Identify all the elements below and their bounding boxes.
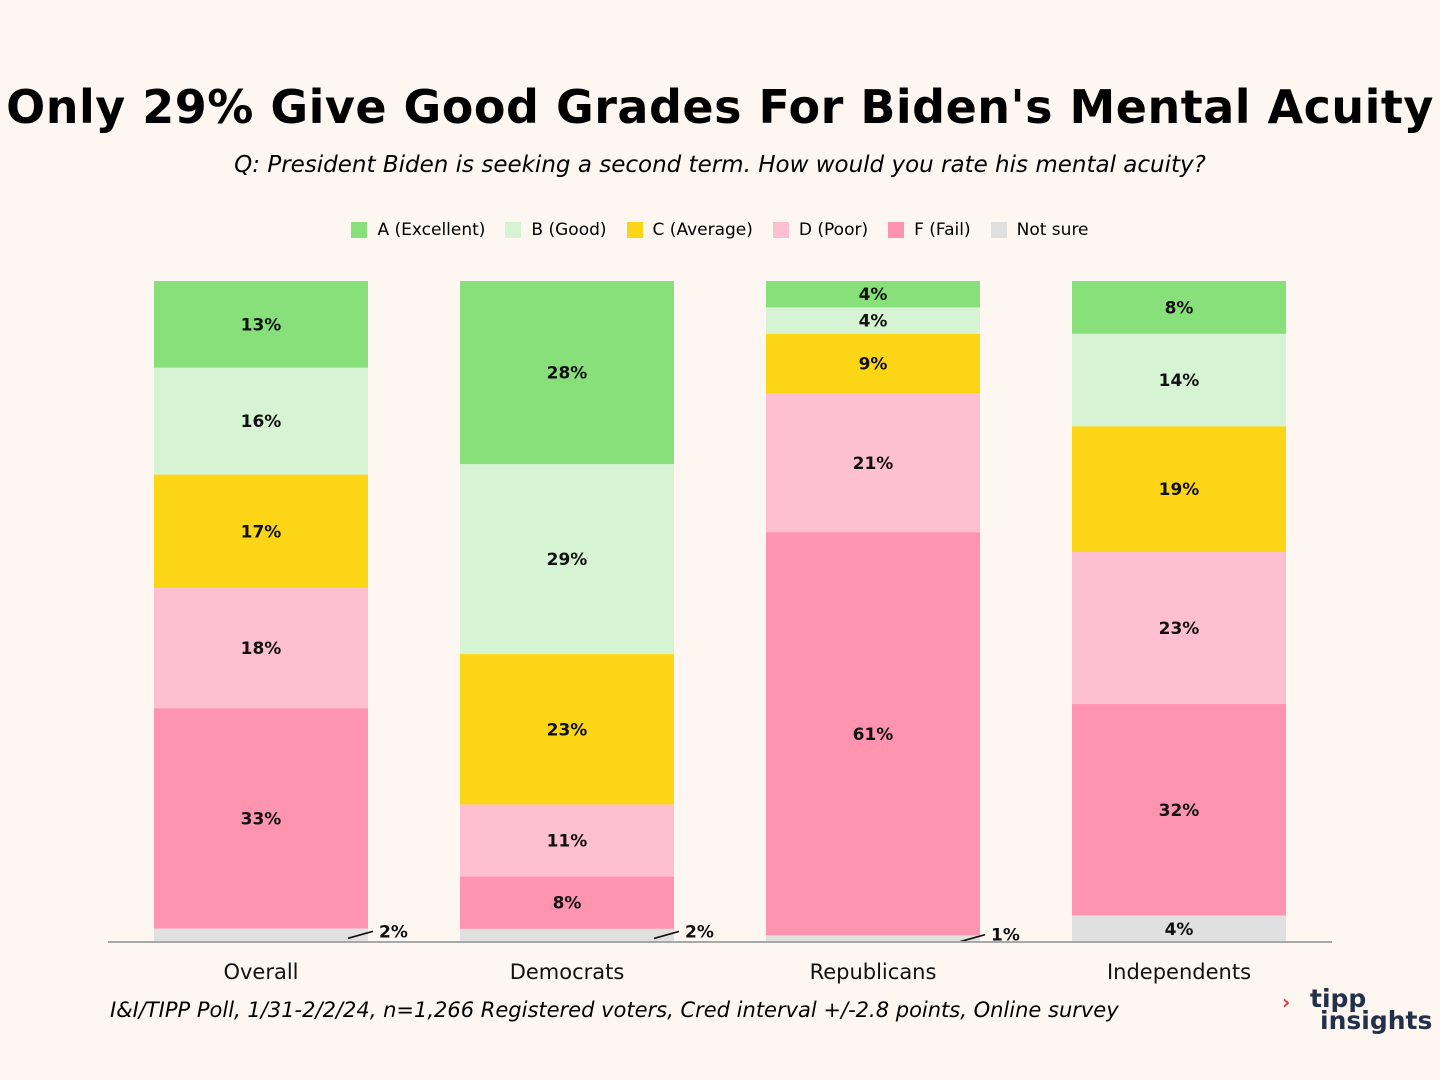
bar-overall-c-average [154, 474, 368, 589]
bar-overall-b-good [154, 367, 368, 475]
legend-swatch [351, 222, 368, 238]
bar-democrats-d-poor [460, 804, 674, 877]
data-label-overall-f-fail: 33% [241, 809, 282, 829]
legend-item-b-good: B (Good) [505, 220, 607, 240]
bar-republicans-not-sure [766, 935, 980, 942]
data-label-overall-a-excellent: 13% [241, 315, 282, 335]
data-label-overall-c-average: 17% [241, 522, 282, 542]
legend-swatch [772, 222, 789, 238]
bar-overall-f-fail [154, 708, 368, 929]
stacked-bar-chart: 13% 16% 17% 18% 33% 2% Overall 28% 29% 23% 11% 8% 2%… [108, 281, 1332, 984]
bar-republicans-f-fail [766, 532, 980, 936]
legend-item-not-sure: Not sure [990, 220, 1089, 240]
legend-swatch [990, 222, 1007, 238]
bar-overall-not-sure [154, 928, 368, 942]
bar-democrats-f-fail [460, 876, 674, 929]
data-label-overall-d-poor: 18% [241, 639, 282, 659]
bar-republicans-b-good [766, 307, 980, 334]
chart-title: Only 29% Give Good Grades For Biden's Me… [6, 80, 1434, 134]
bar-democrats-c-average [460, 654, 674, 805]
leader-line [653, 930, 680, 940]
legend-swatch [505, 222, 522, 238]
bar-overall-d-poor [154, 588, 368, 709]
legend-item-d-poor: D (Poor) [772, 220, 869, 240]
data-label-independents-not-sure: 4% [1165, 920, 1194, 940]
data-label-democrats-b-good: 29% [547, 550, 588, 570]
data-label-independents-d-poor: 23% [1159, 619, 1200, 639]
data-label-republicans-d-poor: 21% [853, 454, 894, 474]
bar-independents-a-excellent [1072, 281, 1286, 334]
source-note: I&I/TIPP Poll, 1/31-2/2/24, n=1,266 Regi… [110, 998, 1119, 1022]
legend-label: D (Poor) [798, 220, 869, 240]
data-label-republicans-f-fail: 61% [853, 725, 894, 745]
data-label-overall-not-sure: 2% [379, 922, 408, 942]
legend-swatch [888, 222, 905, 238]
data-label-democrats-not-sure: 2% [685, 922, 714, 942]
data-label-independents-a-excellent: 8% [1165, 298, 1194, 318]
bar-independents-f-fail [1072, 704, 1286, 916]
bar-independents-b-good [1072, 333, 1286, 427]
data-label-overall-b-good: 16% [241, 412, 282, 432]
logo-line-1: tipp [1310, 984, 1367, 1013]
bar-democrats-b-good [460, 464, 674, 655]
data-label-democrats-d-poor: 11% [547, 832, 588, 852]
data-label-republicans-not-sure: 1% [991, 926, 1020, 946]
category-label-overall: Overall [223, 960, 298, 984]
data-label-democrats-f-fail: 8% [553, 894, 582, 914]
legend-label: B (Good) [531, 220, 607, 240]
legend-label: Not sure [1016, 220, 1089, 240]
bar-independents-c-average [1072, 426, 1286, 553]
data-label-republicans-a-excellent: 4% [859, 285, 888, 305]
data-label-independents-b-good: 14% [1159, 371, 1200, 391]
leader-line [959, 933, 986, 943]
data-label-independents-f-fail: 32% [1159, 801, 1200, 821]
logo-arrow-icon: › [1282, 990, 1291, 1014]
tipp-insights-logo: › tipp insights [1282, 984, 1432, 1040]
leader-line [347, 930, 374, 940]
category-label-independents: Independents [1107, 960, 1251, 984]
legend-item-a-excellent: A (Excellent) [351, 220, 485, 240]
legend-item-f-fail: F (Fail) [888, 220, 971, 240]
bar-democrats-not-sure [460, 928, 674, 942]
logo-line-2: insights [1320, 1006, 1433, 1035]
legend-label: C (Average) [652, 220, 753, 240]
category-label-republicans: Republicans [810, 960, 937, 984]
legend-item-c-average: C (Average) [626, 220, 753, 240]
data-label-democrats-a-excellent: 28% [547, 364, 588, 384]
legend-swatch [626, 222, 643, 238]
chart-subtitle: Q: President Biden is seeking a second t… [234, 152, 1206, 178]
bar-independents-not-sure [1072, 915, 1286, 942]
legend-label: F (Fail) [914, 220, 971, 240]
data-label-republicans-b-good: 4% [859, 312, 888, 332]
bar-republicans-c-average [766, 333, 980, 394]
bar-independents-d-poor [1072, 552, 1286, 705]
category-label-democrats: Democrats [510, 960, 625, 984]
bar-republicans-a-excellent [766, 281, 980, 308]
legend: A (Excellent) B (Good) C (Average) D (Poor)… [0, 220, 1440, 240]
legend-label: A (Excellent) [377, 220, 486, 240]
data-label-democrats-c-average: 23% [547, 720, 588, 740]
data-label-republicans-c-average: 9% [859, 355, 888, 375]
bar-democrats-a-excellent [460, 281, 674, 465]
data-label-independents-c-average: 19% [1159, 480, 1200, 500]
bar-overall-a-excellent [154, 281, 368, 368]
bar-republicans-d-poor [766, 393, 980, 533]
